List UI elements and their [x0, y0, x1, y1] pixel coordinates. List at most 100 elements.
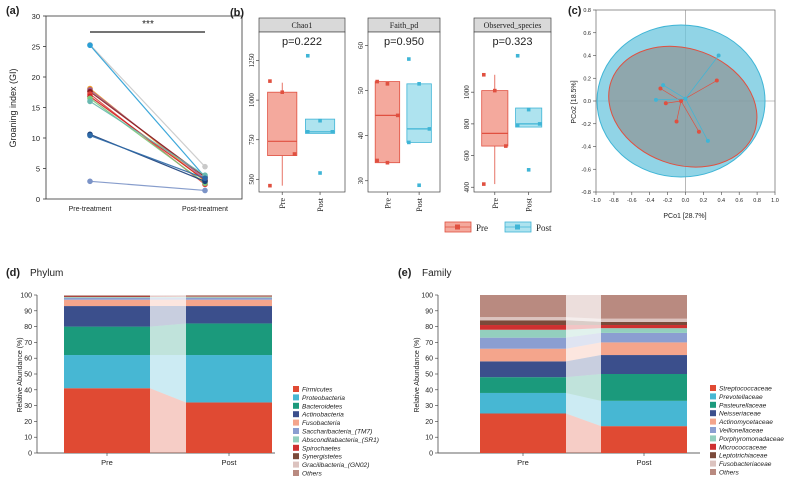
bar-segment [601, 318, 687, 322]
bar-segment [480, 361, 566, 378]
data-point [385, 82, 390, 86]
legend-label: Others [719, 470, 739, 477]
bar-segment [480, 320, 566, 326]
data-point [305, 130, 310, 134]
legend-label: Gracilibacteria_(GN02) [302, 462, 369, 469]
spider-line-post [655, 98, 686, 101]
flow-ribbon [566, 355, 601, 378]
bar-segment [64, 355, 150, 389]
legend-swatch [710, 410, 716, 417]
data-point [268, 79, 272, 83]
flow-ribbon [150, 306, 186, 327]
data-point [318, 171, 322, 175]
y-tick-label: 80 [24, 324, 32, 331]
x-tick-label: Post [636, 458, 652, 467]
flow-ribbon [150, 295, 186, 297]
data-point [417, 82, 421, 86]
y-tick-label: 10 [32, 134, 40, 143]
flow-ribbon [566, 342, 601, 362]
subject-point-pre [87, 132, 93, 139]
y-tick-label: 100 [421, 293, 433, 300]
x-tick-label: 0.4 [717, 198, 725, 204]
legend-swatch [293, 444, 299, 451]
panel-e: (e) Family 0 10 20 30 40 50 60 70 80 90 100 Pre Post… [398, 267, 784, 477]
data-point [280, 90, 285, 94]
legend-label: Synergistetes [302, 454, 343, 461]
y-tick-label: 1000 [248, 93, 256, 108]
data-point [492, 88, 497, 93]
y-tick-label: 30 [425, 403, 433, 410]
data-point [407, 57, 411, 61]
flow-ribbon [150, 295, 186, 297]
spider-line-pre [676, 100, 682, 122]
flow-ribbon [150, 295, 186, 296]
sample-point-post [661, 83, 666, 88]
x-tick-label: 0.2 [700, 198, 708, 204]
bar-segment [601, 355, 687, 374]
panel-c-plot: -1.0 -0.8 -0.6 -0.4 -0.2 0.0 0.2 0.4 0.6 0.8 1.0-0… [582, 8, 779, 204]
panel-e-title: Family [422, 268, 451, 279]
legend-pre-label: Pre [476, 223, 488, 233]
facet-faith_pd: Faith_pd p=0.950 30 40 50 60 Pre Post [357, 17, 441, 212]
legend-swatch [710, 385, 716, 391]
panel-a: (a) 0 5 10 15 20 25 30 *** Pre-treatment Post-… [6, 5, 243, 213]
legend-label: Saccharibacteria_(TM7) [302, 429, 372, 436]
sample-point-pre [663, 101, 668, 106]
legend-swatch [293, 436, 299, 443]
subject-line [89, 44, 206, 178]
bar-segment [64, 296, 150, 298]
data-point [395, 113, 400, 118]
bar-segment [64, 299, 150, 307]
y-tick-label: -0.8 [582, 190, 591, 196]
y-tick-label: 40 [425, 387, 433, 394]
sample-point-post [653, 97, 658, 102]
facet-pvalue: p=0.323 [492, 36, 532, 48]
y-tick-label: 20 [24, 419, 32, 426]
bar-segment [186, 296, 272, 298]
legend-label: Prevotellaceae [719, 394, 763, 401]
y-tick-label: 20 [32, 73, 40, 82]
x-tick-label: 0.8 [753, 198, 761, 204]
significance-stars: *** [142, 19, 154, 30]
flow-ribbon [566, 295, 601, 319]
bar-segment [480, 329, 566, 338]
bar-segment [601, 295, 687, 319]
subject-line [89, 44, 206, 168]
legend-swatch [710, 435, 716, 442]
facet-chao1: Chao1 p=0.222 500 750 1000 1250 Pre Post [248, 17, 346, 212]
data-point [385, 160, 390, 165]
bar-segment [186, 355, 272, 403]
box-pre [481, 90, 509, 147]
legend-post-label: Post [536, 223, 552, 233]
x-tick-label: Pre [101, 458, 113, 467]
panel-e-plot: 0 10 20 30 40 50 60 70 80 90 100 Pre Post [421, 293, 700, 467]
y-tick-label: 50 [357, 87, 365, 95]
flow-ribbon [150, 297, 186, 300]
y-tick-label: 0.8 [583, 8, 591, 14]
box-pre [267, 91, 298, 156]
x-tick-label: 0.0 [682, 198, 690, 204]
bar-segment [64, 297, 150, 300]
facet-pvalue: p=0.222 [282, 36, 322, 48]
legend-label: Absconditabacteria_(SR1) [301, 437, 379, 444]
y-tick-label: -0.2 [582, 122, 591, 128]
facet-title: Observed_species [484, 21, 542, 30]
panel-d: (d) Phylum 0 10 20 30 40 50 60 70 80 90 100 Pre Post… [6, 267, 379, 478]
bar-segment [601, 400, 687, 427]
legend-swatch [710, 393, 716, 400]
bar-segment [186, 306, 272, 324]
x-tick-label: -0.4 [645, 198, 654, 204]
flow-ribbon [566, 325, 601, 330]
y-tick-label: 5 [36, 165, 40, 174]
spider-line-post [662, 84, 686, 100]
panel-c-y-axis-title: PCo2 [18.5%] [571, 80, 578, 123]
bar-segment [64, 295, 150, 296]
panel-b-legend: Pre Post [444, 221, 552, 233]
y-tick-label: 1000 [463, 85, 471, 100]
legend-label: Leptotrichiaceae [719, 453, 768, 460]
y-tick-label: 60 [425, 356, 433, 363]
panel-d-title: Phylum [30, 268, 63, 279]
legend-label: Fusobacteriaceae [719, 461, 772, 468]
panel-b-label: (b) [230, 7, 244, 19]
data-point [427, 127, 432, 131]
